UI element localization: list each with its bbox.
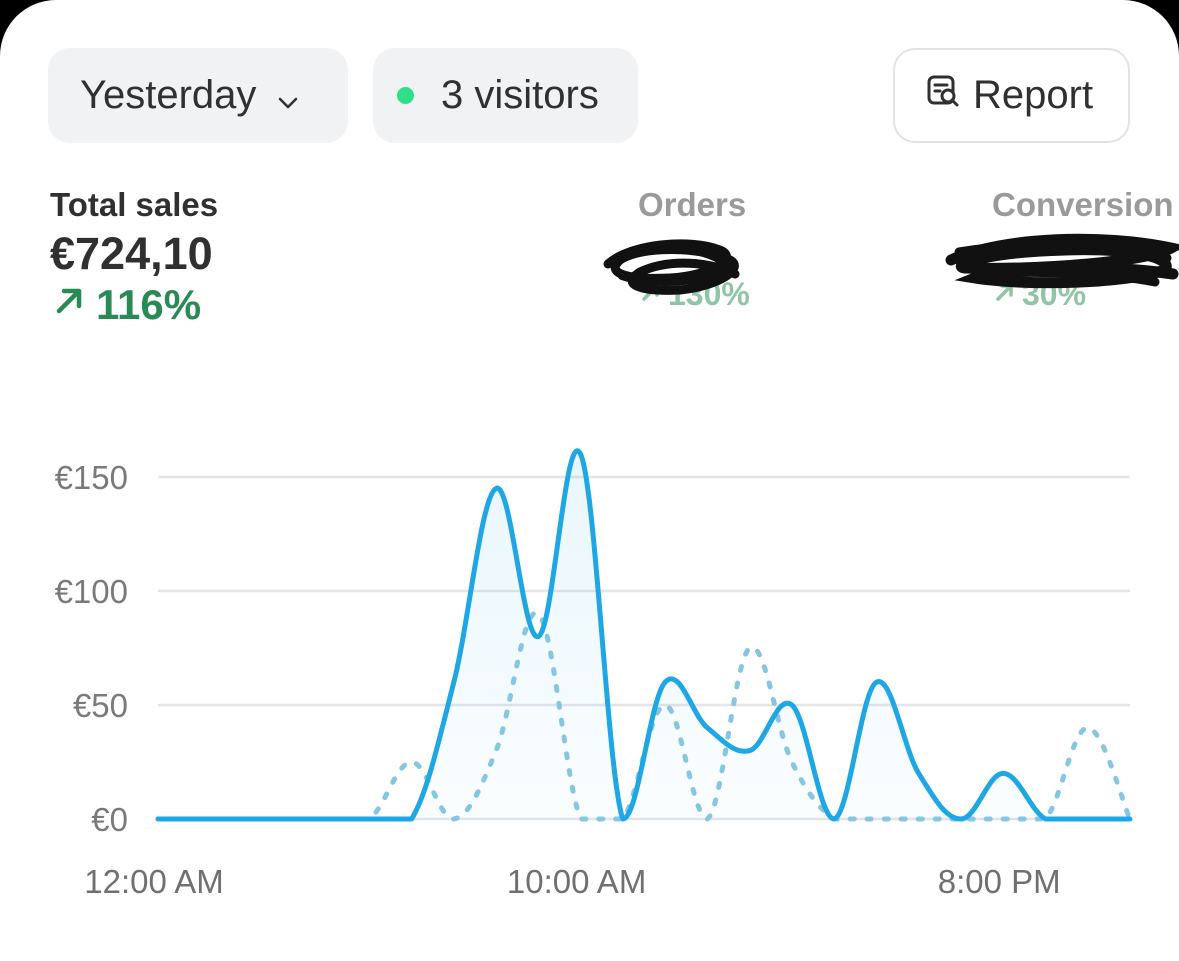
live-visitors-badge[interactable]: 3 visitors <box>373 48 638 143</box>
metric-label: Orders <box>638 186 747 223</box>
redaction-scribble-conversion <box>945 233 1179 289</box>
metric-delta: 116% <box>50 280 218 330</box>
y-axis-ticks: €0 €50 €100 €150 <box>55 459 128 838</box>
arrow-up-right-icon <box>50 280 90 330</box>
metric-label: Conversion <box>992 186 1174 223</box>
metric-delta-value: 116% <box>96 281 202 328</box>
date-range-label: Yesterday <box>80 73 257 117</box>
y-tick-label: €100 <box>55 573 128 610</box>
redaction-scribble-orders <box>603 239 740 295</box>
date-range-dropdown[interactable]: Yesterday <box>48 48 348 143</box>
x-tick-label: 8:00 PM <box>938 863 1061 900</box>
x-axis-ticks: 12:00 AM 10:00 AM 8:00 PM <box>84 863 1060 900</box>
current-series-area <box>158 450 1130 819</box>
y-tick-label: €150 <box>55 459 128 496</box>
visitors-count: 3 visitors <box>441 73 599 117</box>
current-period-line <box>155 448 1133 822</box>
x-tick-label: 12:00 AM <box>84 863 223 900</box>
metric-total-sales[interactable]: Total sales €724,10 116% <box>50 186 218 330</box>
y-tick-label: €50 <box>73 687 128 724</box>
y-tick-label: €0 <box>91 801 128 838</box>
chevron-down-icon <box>274 82 302 110</box>
metric-value: €724,10 <box>50 228 213 279</box>
x-tick-label: 10:00 AM <box>507 863 646 900</box>
live-dot-icon <box>397 87 414 104</box>
metric-label: Total sales <box>50 186 219 223</box>
report-button[interactable]: Report <box>893 48 1130 143</box>
sales-line-chart: €0 €50 €100 €150 12:00 AM 10:00 AM 8:00 PM <box>55 448 1133 900</box>
report-label: Report <box>973 73 1094 117</box>
report-icon <box>925 73 973 119</box>
